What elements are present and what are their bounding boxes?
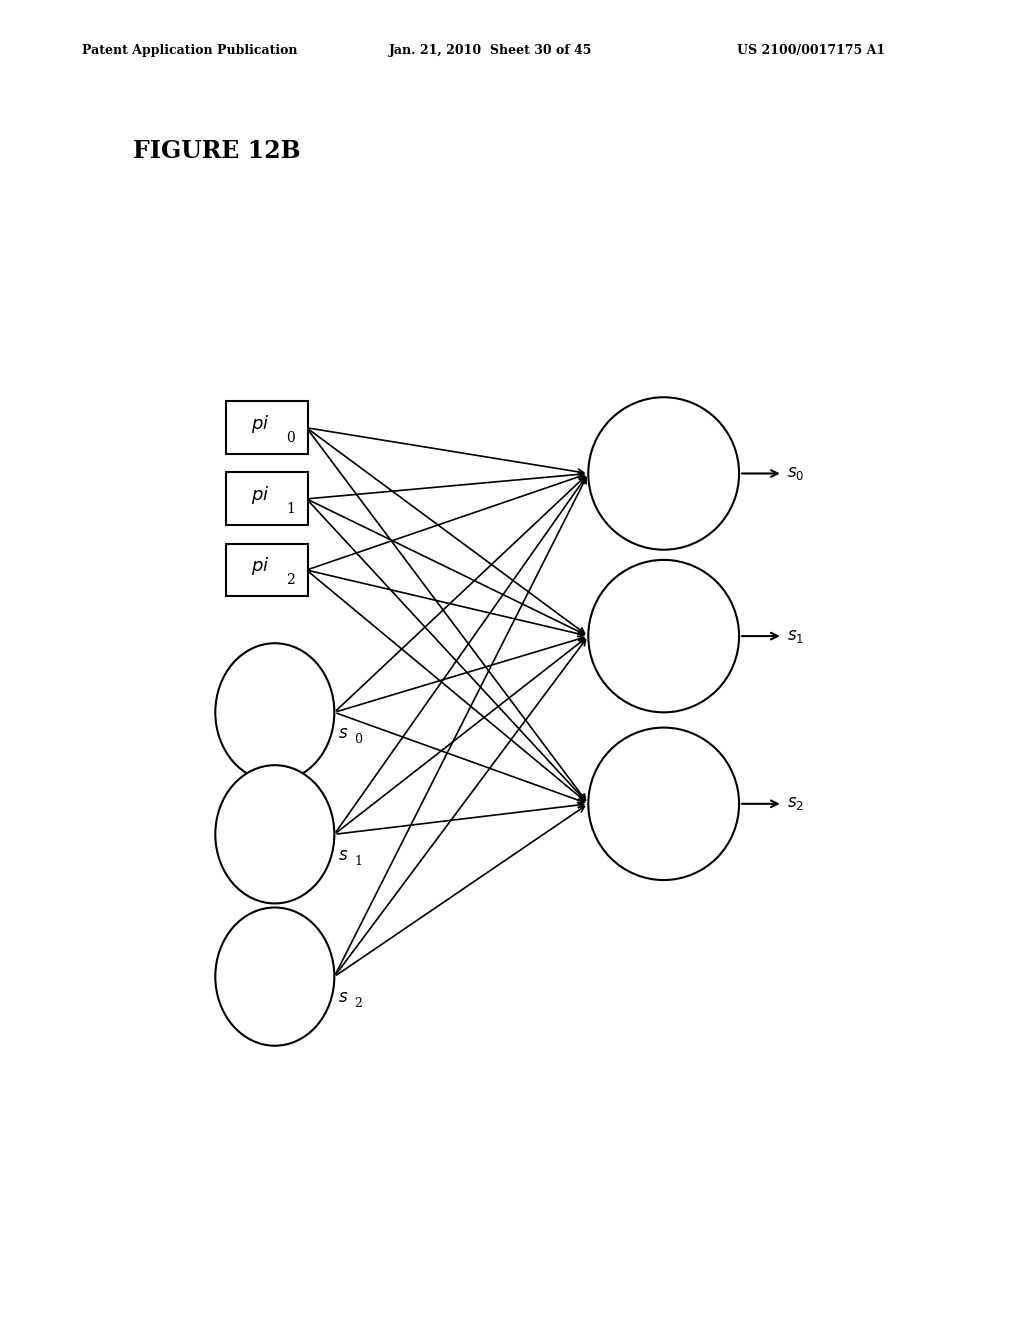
Text: 0: 0 [287,430,295,445]
Ellipse shape [215,643,334,781]
Text: $s$: $s$ [338,725,348,742]
Ellipse shape [215,907,334,1045]
Text: Patent Application Publication: Patent Application Publication [82,44,297,57]
Ellipse shape [215,766,334,903]
FancyBboxPatch shape [225,401,308,454]
Text: Jan. 21, 2010  Sheet 30 of 45: Jan. 21, 2010 Sheet 30 of 45 [389,44,593,57]
FancyBboxPatch shape [225,544,308,597]
Text: $pi$: $pi$ [251,484,269,506]
Text: 2: 2 [354,997,362,1010]
Text: $s_{1}$: $s_{1}$ [786,627,804,644]
Text: $s$: $s$ [338,989,348,1006]
Ellipse shape [588,560,739,713]
Text: $s_{0}$: $s_{0}$ [786,465,804,482]
Text: 0: 0 [354,733,362,746]
Text: 1: 1 [354,854,362,867]
Text: FIGURE 12B: FIGURE 12B [133,139,301,162]
Text: US 2100/0017175 A1: US 2100/0017175 A1 [737,44,886,57]
Ellipse shape [588,397,739,549]
FancyBboxPatch shape [225,473,308,525]
Ellipse shape [588,727,739,880]
Text: $s_{2}$: $s_{2}$ [786,796,804,812]
Text: $s$: $s$ [338,846,348,863]
Text: 1: 1 [287,502,295,516]
Text: 2: 2 [287,573,295,587]
Text: $pi$: $pi$ [251,413,269,434]
Text: $pi$: $pi$ [251,554,269,577]
